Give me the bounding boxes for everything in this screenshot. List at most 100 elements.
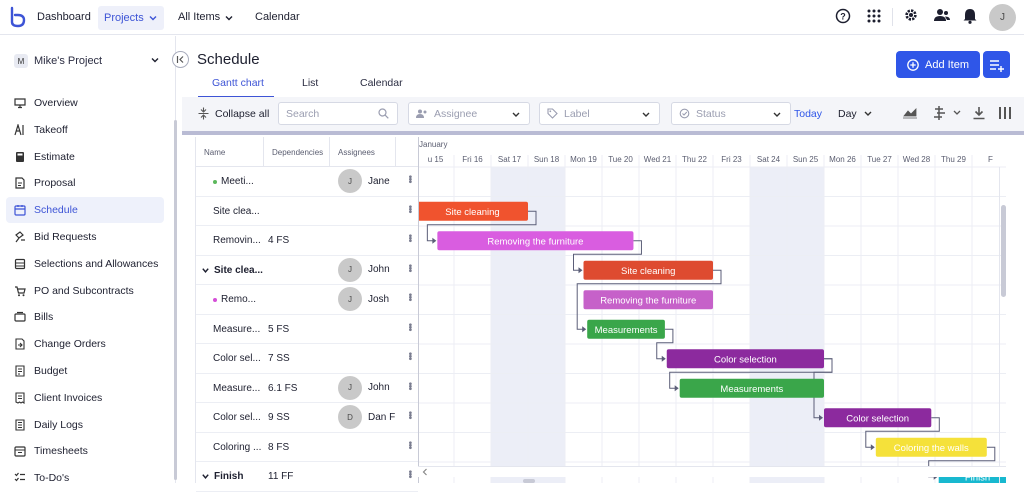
status-select[interactable]: Status: [671, 102, 791, 125]
more-options-icon[interactable]: •••: [404, 234, 415, 242]
gantt-vertical-scrollbar[interactable]: [1001, 205, 1006, 297]
tab-list[interactable]: List: [302, 77, 319, 89]
search-input[interactable]: Search: [278, 102, 398, 125]
gantt-bar-rect[interactable]: [437, 231, 634, 251]
more-options-icon[interactable]: •••: [404, 381, 415, 390]
zoom-select[interactable]: Day: [838, 108, 873, 120]
sidebar-item-timesheets[interactable]: Timesheets: [6, 438, 164, 464]
table-row[interactable]: Color sel... 9 SS D Dan F •••: [196, 403, 418, 433]
add-item-button[interactable]: Add Item: [896, 51, 980, 78]
today-button[interactable]: Today: [794, 108, 823, 120]
notifications-bell-icon[interactable]: [963, 8, 977, 24]
project-selector[interactable]: M Mike's Project: [14, 52, 162, 70]
gantt-bar-rect[interactable]: [587, 319, 665, 339]
sidebar-item-po-and-subcontracts[interactable]: PO and Subcontracts: [6, 278, 164, 304]
sidebar-item-overview[interactable]: Overview: [6, 90, 164, 116]
settings-gear-icon[interactable]: [904, 8, 918, 22]
dependency-link[interactable]: [865, 417, 940, 448]
grid-resize-handle[interactable]: [523, 479, 535, 483]
label-select[interactable]: Label: [539, 102, 660, 125]
gantt-bar[interactable]: Site cleaning: [419, 201, 528, 221]
gantt-bar-rect[interactable]: [583, 260, 714, 280]
help-icon[interactable]: ?: [835, 8, 851, 24]
columns-icon[interactable]: [998, 106, 1012, 120]
sidebar-item-to-do-s[interactable]: To-Do's: [6, 465, 164, 491]
header-dependencies[interactable]: Dependencies: [264, 137, 330, 167]
table-row[interactable]: Color sel... 7 SS •••: [196, 344, 418, 374]
add-list-item-button[interactable]: [983, 51, 1010, 78]
sidebar-item-budget[interactable]: Budget: [6, 358, 164, 384]
gantt-bar[interactable]: Color selection: [666, 349, 824, 369]
sidebar-item-label: Estimate: [34, 150, 75, 163]
critical-path-icon[interactable]: [934, 106, 962, 120]
dependency-link[interactable]: [656, 328, 674, 360]
baseline-icon[interactable]: [902, 106, 918, 120]
table-row[interactable]: Removin... 4 FS •••: [196, 226, 418, 256]
table-row[interactable]: Remo... J Josh •••: [196, 285, 418, 315]
more-options-icon[interactable]: •••: [404, 263, 415, 272]
table-row[interactable]: Site clea... J John •••: [196, 256, 418, 285]
sidebar-item-bid-requests[interactable]: Bid Requests: [6, 224, 164, 250]
sidebar-item-takeoff[interactable]: Takeoff: [6, 117, 164, 143]
gantt-bar[interactable]: Removing the furniture: [583, 290, 714, 310]
sidebar-item-client-invoices[interactable]: Client Invoices: [6, 385, 164, 411]
gantt-bar-rect[interactable]: [583, 290, 714, 310]
gantt-bar-rect[interactable]: [824, 408, 932, 428]
sidebar-item-estimate[interactable]: Estimate: [6, 144, 164, 170]
sidebar-item-bills[interactable]: Bills: [6, 304, 164, 330]
gantt-bar[interactable]: Site cleaning: [583, 260, 714, 280]
tab-calendar[interactable]: Calendar: [360, 77, 403, 89]
gantt-bar[interactable]: Measurements: [587, 319, 665, 339]
gantt-bar[interactable]: Color selection: [824, 408, 932, 428]
tab-gantt-chart[interactable]: Gantt chart: [212, 77, 264, 89]
gantt-horizontal-scrollbar[interactable]: [418, 466, 1006, 477]
dependency-link[interactable]: [573, 240, 642, 271]
table-row[interactable]: Site clea... •••: [196, 197, 418, 226]
sidebar-item-proposal[interactable]: Proposal: [6, 170, 164, 196]
user-avatar[interactable]: J: [989, 4, 1016, 31]
gantt-bar-rect[interactable]: [679, 378, 824, 398]
more-options-icon[interactable]: •••: [404, 322, 415, 331]
gantt-bar[interactable]: Measurements: [679, 378, 824, 398]
collapse-all-button[interactable]: Collapse all: [198, 107, 269, 120]
more-options-icon[interactable]: •••: [404, 175, 415, 183]
app-logo-icon[interactable]: [8, 6, 28, 28]
collapse-sidebar-button[interactable]: [172, 51, 189, 68]
table-row[interactable]: Measure... 5 FS •••: [196, 315, 418, 344]
nav-calendar[interactable]: Calendar: [255, 0, 300, 35]
more-options-icon[interactable]: •••: [404, 204, 415, 213]
gantt-bar[interactable]: Removing the furniture: [437, 231, 634, 251]
gantt-bar-rect[interactable]: [419, 201, 528, 221]
nav-all-items[interactable]: All Items: [178, 0, 234, 35]
table-row[interactable]: Measure... 6.1 FS J John •••: [196, 374, 418, 403]
apps-grid-icon[interactable]: [866, 8, 882, 24]
sidebar-scrollbar[interactable]: [174, 120, 177, 480]
dependency-link[interactable]: [576, 269, 722, 330]
assignee-select[interactable]: Assignee: [408, 102, 530, 125]
chevron-down-icon[interactable]: [201, 472, 210, 481]
gantt-bar-rect[interactable]: [666, 349, 824, 369]
more-options-icon[interactable]: •••: [404, 411, 415, 419]
more-options-icon[interactable]: •••: [404, 470, 415, 478]
more-options-icon[interactable]: •••: [404, 440, 415, 449]
download-icon[interactable]: [972, 106, 986, 120]
more-options-icon[interactable]: •••: [404, 352, 415, 360]
team-icon[interactable]: [934, 8, 950, 22]
gantt-bar[interactable]: Coloring the walls: [875, 437, 987, 457]
sidebar-item-change-orders[interactable]: Change Orders: [6, 331, 164, 357]
nav-dashboard[interactable]: Dashboard: [37, 0, 91, 35]
sidebar-item-daily-logs[interactable]: Daily Logs: [6, 412, 164, 438]
nav-projects[interactable]: Projects: [98, 6, 164, 30]
chevron-down-icon[interactable]: [201, 266, 210, 275]
header-name[interactable]: Name: [196, 137, 264, 167]
header-assignees[interactable]: Assignees: [330, 137, 396, 167]
dependency-link[interactable]: [426, 210, 537, 242]
sidebar-item-selections-and-allowances[interactable]: Selections and Allowances: [6, 251, 164, 277]
gantt-bar-rect[interactable]: [875, 437, 987, 457]
sidebar-item-schedule[interactable]: Schedule: [6, 197, 164, 224]
table-row[interactable]: Finish 11 FF •••: [196, 462, 418, 492]
table-row[interactable]: Coloring ... 8 FS •••: [196, 433, 418, 462]
more-options-icon[interactable]: •••: [404, 293, 415, 301]
table-row[interactable]: Meeti... J Jane •••: [196, 167, 418, 197]
dependency-link[interactable]: [813, 358, 833, 419]
